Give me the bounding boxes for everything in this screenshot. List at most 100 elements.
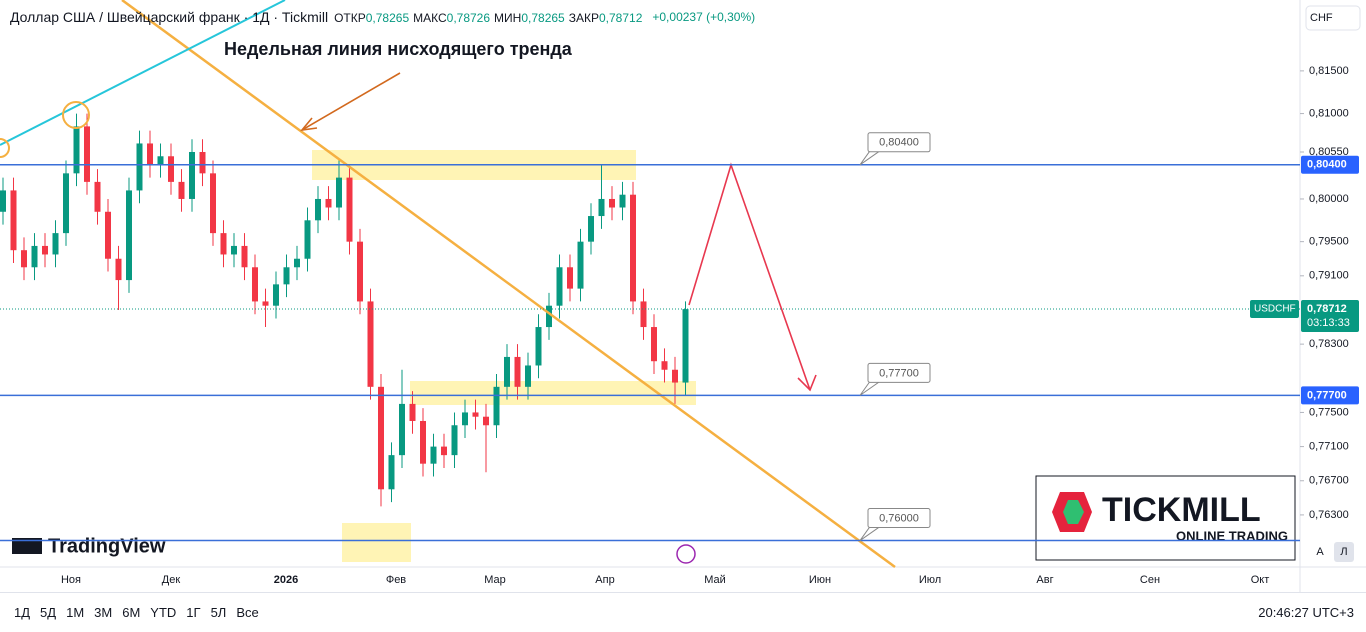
- bottom-toolbar: 1Д 5Д 1М 3М 6М YTD 1Г 5Л Все 20:46:27 UTC+3: [0, 592, 1366, 632]
- range-button[interactable]: 1М: [66, 605, 85, 620]
- price-tag-label: 0,77700: [1307, 389, 1347, 401]
- price-tag: [1301, 386, 1359, 405]
- candle-body: [157, 156, 164, 165]
- range-button[interactable]: 3М: [94, 605, 113, 620]
- candle-body: [147, 143, 153, 165]
- range-button[interactable]: 1Д: [14, 605, 31, 620]
- candle-body: [682, 309, 689, 383]
- zone: [342, 523, 411, 562]
- range-button[interactable]: 1Г: [186, 605, 201, 620]
- candle-body: [252, 267, 258, 302]
- x-tick-label: Июн: [809, 574, 831, 586]
- y-tick-label: 0,81500: [1309, 65, 1349, 77]
- countdown: 03:13:33: [1307, 317, 1350, 329]
- candle-body: [483, 416, 489, 426]
- event-icon[interactable]: [676, 544, 696, 564]
- candle-body: [388, 455, 395, 490]
- annotation: Недельная линия нисходящего тренда: [224, 39, 573, 59]
- toggle-label[interactable]: Л: [1340, 546, 1347, 558]
- callout-pointer: [859, 380, 881, 396]
- y-tick-label: 0,80550: [1309, 146, 1349, 158]
- toggle-button[interactable]: [1334, 542, 1354, 562]
- y-tick-label: 0,81000: [1309, 107, 1349, 119]
- candle-body: [420, 420, 426, 464]
- y-tick-label: 0,79500: [1309, 236, 1349, 248]
- toggle-button[interactable]: [1310, 542, 1330, 562]
- candle-body: [598, 198, 605, 217]
- candle-body: [472, 412, 479, 417]
- candle-body: [462, 412, 468, 426]
- ohlc-value: 0,78265: [521, 11, 565, 25]
- tradingview-logo: TradingView: [12, 535, 166, 557]
- ranges: 1Д 5Д 1М 3М 6М YTD 1Г 5Л Все: [14, 605, 269, 620]
- arrow-head: [797, 374, 817, 392]
- y-tick-label: 0,80000: [1309, 193, 1349, 205]
- range-button[interactable]: YTD: [150, 605, 177, 620]
- candle-body: [493, 386, 500, 426]
- candle-body: [21, 250, 27, 268]
- touch-marker: [62, 101, 90, 129]
- candle-body: [399, 403, 405, 456]
- candle-body: [84, 126, 90, 182]
- x-tick-label: Мар: [484, 574, 506, 586]
- candle-body: [514, 356, 521, 387]
- candles: [0, 113, 689, 507]
- price-axis-bg: [1300, 0, 1366, 592]
- candle-body: [315, 198, 321, 221]
- candle-body: [651, 327, 657, 362]
- candle-body: [210, 173, 216, 234]
- candle-body: [0, 190, 6, 212]
- currency-select[interactable]: [1305, 5, 1361, 31]
- arrow-head: [300, 117, 318, 132]
- candle-body: [378, 386, 384, 490]
- ohlc-label: ОТКР: [334, 11, 366, 25]
- x-tick-label: Дек: [162, 574, 181, 586]
- callout-box: [867, 508, 931, 529]
- candle-body: [640, 301, 647, 328]
- pointer-arrow: [301, 72, 401, 131]
- candle-body: [10, 190, 17, 251]
- candle-body: [556, 267, 563, 306]
- ohlc-label: МИН: [494, 11, 522, 25]
- candle-body: [630, 194, 636, 302]
- candle-body: [168, 156, 174, 182]
- y-tick-label: 0,76300: [1309, 509, 1349, 521]
- candle-body: [609, 198, 615, 208]
- candle-body: [304, 220, 311, 259]
- candle-body: [441, 446, 447, 456]
- candle-body: [430, 446, 437, 464]
- candle-body: [546, 305, 552, 328]
- candle-body: [661, 361, 668, 370]
- tradingview-text: TradingView: [48, 535, 166, 557]
- candle-body: [336, 177, 342, 208]
- y-tick-label: 0,79100: [1309, 270, 1349, 282]
- candle-body: [535, 327, 542, 366]
- ohlc-label: МАКС: [413, 11, 447, 25]
- candle-body: [283, 267, 290, 285]
- candle-body: [451, 425, 458, 456]
- symbol-title: Доллар США / Швейцарский франк · 1Д · Ti…: [10, 9, 329, 25]
- x-tick-label: Сен: [1140, 574, 1160, 586]
- toggle-label[interactable]: A: [1316, 546, 1324, 558]
- candle-body: [220, 233, 227, 255]
- range-button[interactable]: 5Л: [210, 605, 227, 620]
- range-button[interactable]: 5Д: [40, 605, 57, 620]
- price-tag: [1301, 155, 1359, 174]
- candle-body: [52, 233, 59, 255]
- candle-body: [504, 356, 510, 387]
- symbol-tag: [1250, 299, 1299, 318]
- candle-body: [346, 177, 353, 242]
- ohlc: ОТКР0,78265 МАКС0,78726 МИН0,78265 ЗАКР0,78…: [334, 9, 646, 25]
- range-button[interactable]: Все: [236, 605, 259, 620]
- range-button[interactable]: 6М: [122, 605, 141, 620]
- candle-body: [231, 245, 237, 255]
- y-tick-label: 0,76700: [1309, 475, 1349, 487]
- currency[interactable]: CHF: [1310, 12, 1333, 24]
- trend-line: [121, 0, 896, 569]
- candle-body: [126, 190, 132, 281]
- candle-body: [115, 258, 122, 281]
- price-tag: [1301, 299, 1359, 332]
- candle-body: [619, 194, 626, 208]
- candle-body: [136, 143, 143, 191]
